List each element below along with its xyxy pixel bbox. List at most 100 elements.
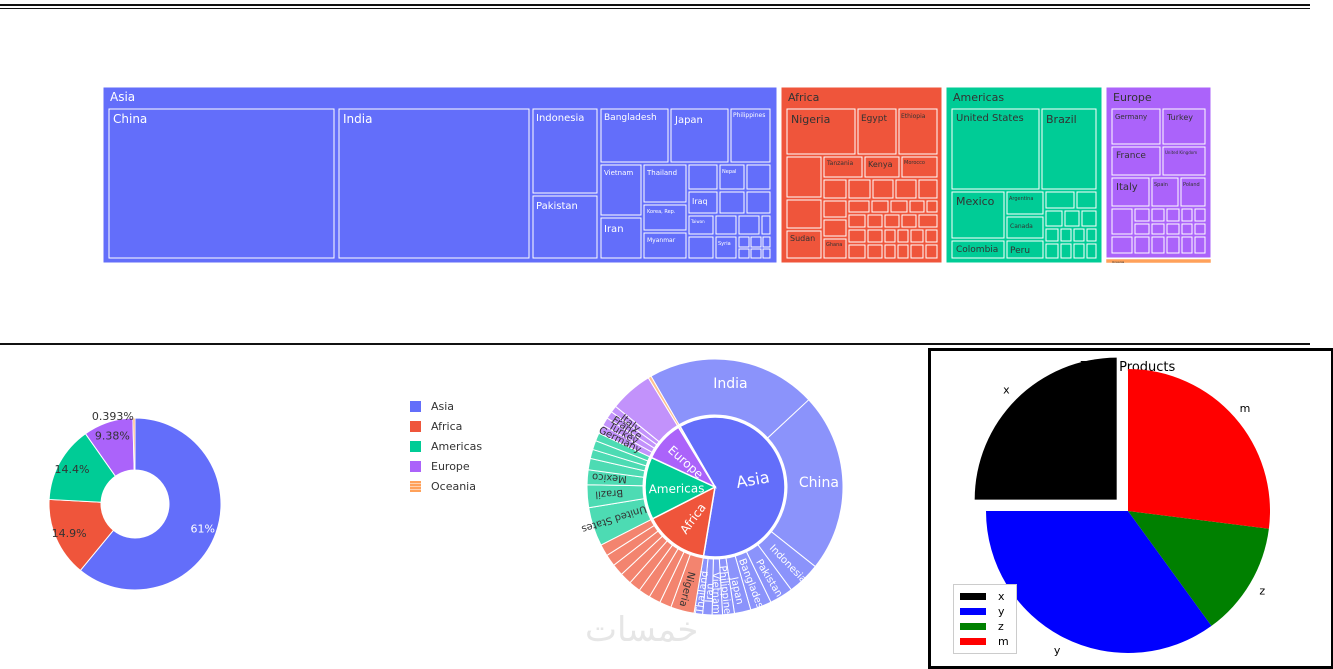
treemap-rect-eu-s9 [1166,223,1180,235]
legend-swatch-americas [410,440,421,452]
treemap-label-tanzania: Tanzania [826,160,853,167]
treemap-rect-af-s18 [901,214,917,228]
legend-item-oceania[interactable]: Oceania [410,476,530,496]
products-legend-item-x[interactable]: x [960,589,1010,604]
treemap-label-taiwan: Taiwan [690,219,705,224]
treemap-label-poland: Poland [1183,182,1200,188]
treemap-group-oceania[interactable]: Oceania [1105,258,1212,264]
treemap-group-asia[interactable]: Asia China India Indonesia Pakistan Bang… [102,86,778,264]
sunburst-inner-americas[interactable] [644,456,717,520]
treemap-rect-eu-s4 [1166,208,1180,222]
treemap-label-indonesia: Indonesia [536,113,584,124]
products-legend-item-y[interactable]: y [960,604,1010,619]
treemap-label-brazil: Brazil [1046,113,1077,126]
treemap-rect-af-s14 [823,219,847,237]
treemap-rect-af-s12 [909,200,925,213]
treemap-label-asia: Asia [110,90,135,104]
treemap-rect-oceania [1105,258,1212,264]
treemap-rect-taiwan [688,215,714,235]
donut-slice-asia[interactable] [79,417,222,591]
treemap-rect-turkey [1162,108,1206,145]
treemap-rect-myanmar [643,232,687,259]
treemap-label-egypt: Egypt [861,114,887,124]
treemap-rect-eu-s14 [1151,236,1165,254]
treemap-chart: Asia China India Indonesia Pakistan Bang… [102,86,1212,264]
treemap-rect-small-a9 [738,236,750,248]
treemap-rect-eu-s16 [1181,236,1193,254]
treemap-rect-af-s8 [823,200,847,218]
treemap-rect-us [951,108,1040,190]
treemap-rect-small-a5 [715,215,737,235]
treemap-rect-eu-s17 [1194,236,1206,254]
donut-slices[interactable] [48,417,222,591]
top-rule [0,4,1310,6]
middle-rule [0,343,1310,345]
treemap-rect-small-a3 [719,191,745,214]
sunburst-outer-india[interactable] [650,358,810,439]
sunburst-inner-ring[interactable] [644,416,786,558]
legend-item-americas[interactable]: Americas [410,436,530,456]
treemap-group-europe[interactable]: Europe Germany Turkey France United King… [1105,86,1212,259]
products-legend-swatch-x [960,593,986,600]
donut-legend: Asia Africa Americas Europe Oceania [410,396,530,496]
products-label-m: m [1240,402,1251,415]
treemap-label-ghana: Ghana [826,242,842,248]
treemap-rect-af-s29 [897,244,909,259]
treemap-label-colombia: Colombia [956,245,998,255]
treemap-rect-af-s25 [925,229,938,243]
products-legend-item-m[interactable]: m [960,634,1010,649]
legend-item-africa[interactable]: Africa [410,416,530,436]
donut-label-europe: 9.38% [95,430,130,443]
treemap-label-nigeria: Nigeria [791,113,830,126]
treemap-rect-eu-s8 [1151,223,1165,235]
treemap-rect-nigeria [786,108,856,155]
treemap-rect-af-s9 [848,200,870,213]
products-legend: x y z m [953,584,1017,654]
treemap-rect-indonesia [532,108,598,194]
sunburst-inner-oceania[interactable] [677,425,716,488]
sunburst-outer-china[interactable] [767,399,844,568]
treemap-rect-philippines [730,108,771,163]
treemap-rect-af-s17 [884,214,900,228]
products-slice-x[interactable] [974,357,1117,500]
sunburst-outer-ring[interactable] [586,358,844,616]
treemap-rect-af-s1 [786,156,822,198]
products-legend-item-z[interactable]: z [960,619,1010,634]
treemap-rect-af-s16 [867,214,883,228]
treemap-rect-brazil [1041,108,1097,190]
sunburst-inner-asia[interactable] [678,416,786,558]
treemap-label-peru: Peru [1010,246,1030,256]
products-slice-m[interactable] [1128,369,1270,529]
treemap-rect-egypt [857,108,897,155]
treemap-rect-iran [600,217,642,259]
treemap-group-americas[interactable]: Americas United States Brazil Mexico Arg… [945,86,1103,264]
legend-swatch-asia [410,400,421,412]
treemap-rect-eu-s7 [1134,223,1150,235]
legend-item-europe[interactable]: Europe [410,456,530,476]
legend-label-asia: Asia [431,399,455,413]
treemap-label-argentina: Argentina [1009,196,1033,202]
treemap-rect-china [108,108,335,259]
sunburst-chart: AsiaAfricaAmericasEuropeIndiaChinaIndone… [580,358,844,620]
products-slice-z[interactable] [1128,511,1269,626]
products-slice-y[interactable] [986,511,1212,653]
sunburst-outer-label-mexico: Mexico [592,471,628,485]
sunburst-inner-africa[interactable] [651,485,716,557]
treemap-rect-ethiopia [898,108,938,155]
treemap-group-africa[interactable]: Africa Nigeria Egypt Ethiopia Tanzania K… [780,86,943,264]
treemap-rect-am-s3 [1045,210,1063,227]
treemap-rect-germany [1111,108,1161,145]
treemap-label-myanmar: Myanmar [647,237,676,244]
products-legend-swatch-m [960,638,986,645]
legend-item-asia[interactable]: Asia [410,396,530,416]
donut-slice-oceania[interactable] [132,417,136,471]
treemap-rect-colombia [951,240,1005,259]
legend-label-oceania: Oceania [431,479,476,493]
treemap-rect-italy [1111,177,1150,207]
treemap-rect-af-s4 [872,179,894,199]
sunburst-outer-oceania-0[interactable] [647,375,680,427]
sunburst-outer-label-india: India [713,376,747,392]
treemap-rect-france [1111,146,1161,176]
products-slices[interactable] [974,357,1270,653]
